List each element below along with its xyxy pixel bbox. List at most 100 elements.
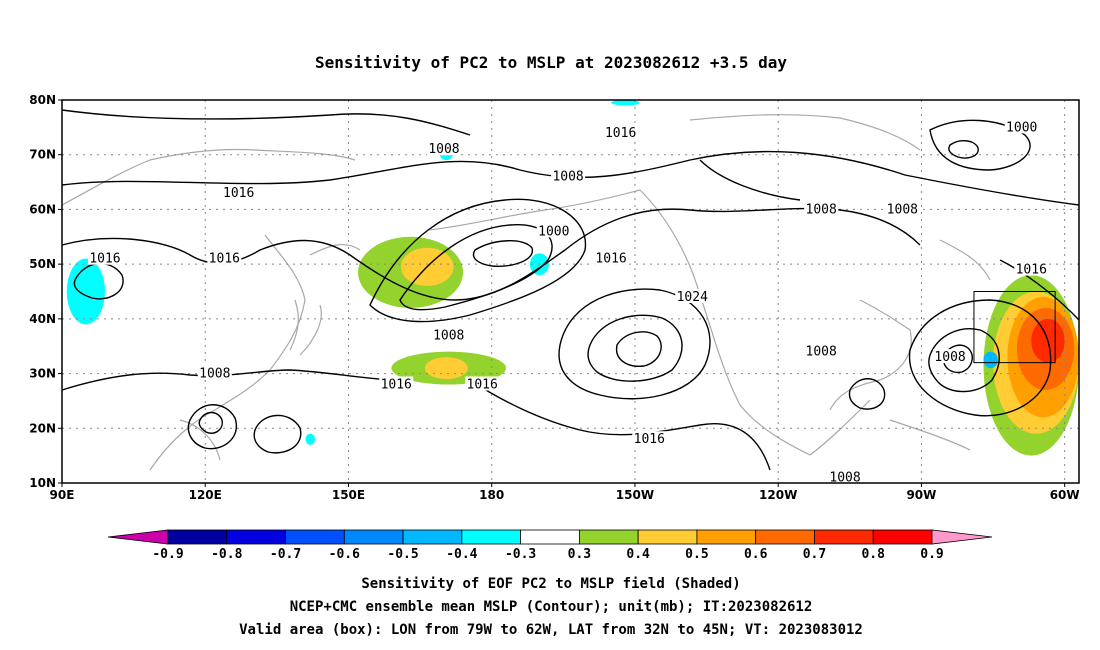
contour-label-1008: 1008: [428, 142, 459, 157]
contour-label-1008: 1008: [806, 202, 837, 217]
colorbar-cell-8: [637, 529, 698, 545]
contour-label-1016: 1016: [634, 432, 665, 447]
japan-coast: [299, 304, 322, 356]
lon-label-150W: 150W: [616, 488, 654, 502]
contour-1016-north: [61, 150, 1080, 206]
lon-label-120E: 120E: [189, 488, 222, 502]
contour-label-bg: [379, 376, 414, 391]
colorbar-cell-6: [520, 529, 580, 545]
map-panel: 1008 1016 1000 1016 1008 1008 1008 1000 1016 1016…: [29, 93, 1080, 502]
contour-1024: [587, 314, 683, 382]
colorbar-label--0.4: -0.4: [446, 547, 477, 562]
arctic-coast: [689, 114, 921, 151]
contour-canada: [699, 159, 801, 201]
footer-line-2: NCEP+CMC ensemble mean MSLP (Contour); u…: [290, 599, 813, 615]
contour-label-bg: [431, 327, 466, 342]
contour-label-bg: [465, 376, 500, 391]
contour-low-philippine-sea-inner: [198, 411, 223, 434]
north-america-west-coast: [639, 189, 811, 456]
contour-label-bg: [933, 349, 968, 364]
contour-label-bg: [207, 250, 242, 265]
newfoundland-coast: [939, 239, 991, 281]
lon-label-180: 180: [479, 488, 504, 502]
contour-1000-arctic: [929, 119, 1031, 171]
contour-gulf: [848, 378, 886, 410]
colorbar-cell-9: [696, 529, 757, 545]
contour-1008-south: [61, 369, 401, 391]
map-title: Sensitivity of PC2 to MSLP at 2023082612…: [315, 53, 787, 72]
contour-north: [61, 109, 471, 136]
contour-label-1000: 1000: [538, 224, 569, 239]
colorbar-label-0.4: 0.4: [626, 547, 650, 562]
lon-label-90W: 90W: [906, 488, 936, 502]
contour-label-bg: [87, 250, 122, 265]
contour-high-outer: [558, 288, 711, 400]
asia-north-coast: [61, 148, 356, 206]
contour-high-inner: [615, 331, 662, 367]
contour-labels: 1008 1016 1000 1016 1008 1008 1008 1000 1016 1016…: [87, 119, 1049, 486]
colorbar-label--0.7: -0.7: [270, 547, 301, 562]
contour-label-bg: [885, 201, 920, 216]
contour-label-1016: 1016: [209, 252, 240, 267]
lat-label-60N: 60N: [29, 202, 56, 216]
contour-hurricane-inner: [943, 344, 973, 374]
korea-coast: [289, 299, 299, 351]
contour-label-bg: [221, 185, 256, 200]
contour-label-1016: 1016: [381, 378, 412, 393]
north-america-east-coast: [829, 299, 912, 411]
shaded-region-9: [66, 258, 105, 325]
contour-label-bg: [1014, 261, 1049, 276]
coastlines: [61, 114, 991, 471]
colorbar-cell-1: [226, 529, 286, 545]
contour-hurricane-mid: [928, 328, 1000, 393]
contour-label-1024: 1024: [677, 290, 708, 305]
kamchatka-coast: [309, 243, 361, 256]
colorbar-cell-10: [755, 529, 815, 545]
contour-label-bg: [551, 168, 586, 183]
colorbar-label--0.6: -0.6: [329, 547, 360, 562]
contour-label-1008: 1008: [199, 367, 230, 382]
lat-label-40N: 40N: [29, 312, 56, 326]
contour-low-aleutian: [369, 198, 587, 323]
colorbar-cell-12: [872, 529, 933, 545]
latitude-labels: 80N 70N 60N 50N 40N 30N 20N 10N: [29, 93, 62, 490]
lat-label-70N: 70N: [29, 148, 56, 162]
contour-low-aleutian-inner: [399, 224, 553, 311]
contour-label-1008: 1008: [887, 202, 918, 217]
contour-label-1008: 1008: [829, 471, 860, 486]
contour-label-bg: [632, 431, 667, 446]
colorbar-label-0.7: 0.7: [803, 547, 826, 562]
lon-label-90E: 90E: [50, 488, 75, 502]
colorbar-cell-11: [814, 529, 874, 545]
lat-label-10N: 10N: [29, 476, 56, 490]
map-background: [62, 100, 1079, 483]
longitude-labels: 90E 120E 150E 180 150W 120W 90W 60W: [50, 483, 1080, 502]
contour-label-1016: 1016: [89, 252, 120, 267]
contour-label-1000: 1000: [1006, 120, 1037, 135]
alaska-coast: [429, 189, 641, 231]
central-america-coast: [809, 399, 871, 456]
lat-label-80N: 80N: [29, 93, 56, 107]
colorbar-low-arrow: [107, 529, 169, 545]
colorbar-label-0.9: 0.9: [920, 547, 943, 562]
lon-label-60W: 60W: [1050, 488, 1080, 502]
contour-1000-arctic-inner: [948, 140, 979, 159]
caribbean-coast: [889, 419, 971, 451]
contour-label-1016: 1016: [467, 378, 498, 393]
contour-label-1016: 1016: [605, 126, 636, 141]
contour-1000: [472, 240, 533, 267]
contour-label-1016: 1016: [223, 186, 254, 201]
contour-label-1008: 1008: [806, 345, 837, 360]
lat-label-30N: 30N: [29, 367, 56, 381]
lon-label-150E: 150E: [332, 488, 365, 502]
shaded-region-3: [424, 357, 468, 380]
colorbar-label--0.8: -0.8: [211, 547, 242, 562]
lon-label-120W: 120W: [759, 488, 797, 502]
contour-label-bg: [1004, 119, 1039, 134]
contour-label-bg: [828, 469, 863, 484]
shaded-region-14: [983, 351, 998, 369]
colorbar-cell-0: [167, 529, 228, 545]
colorbar-cell-2: [285, 529, 345, 545]
contour-label-bg: [426, 141, 461, 156]
